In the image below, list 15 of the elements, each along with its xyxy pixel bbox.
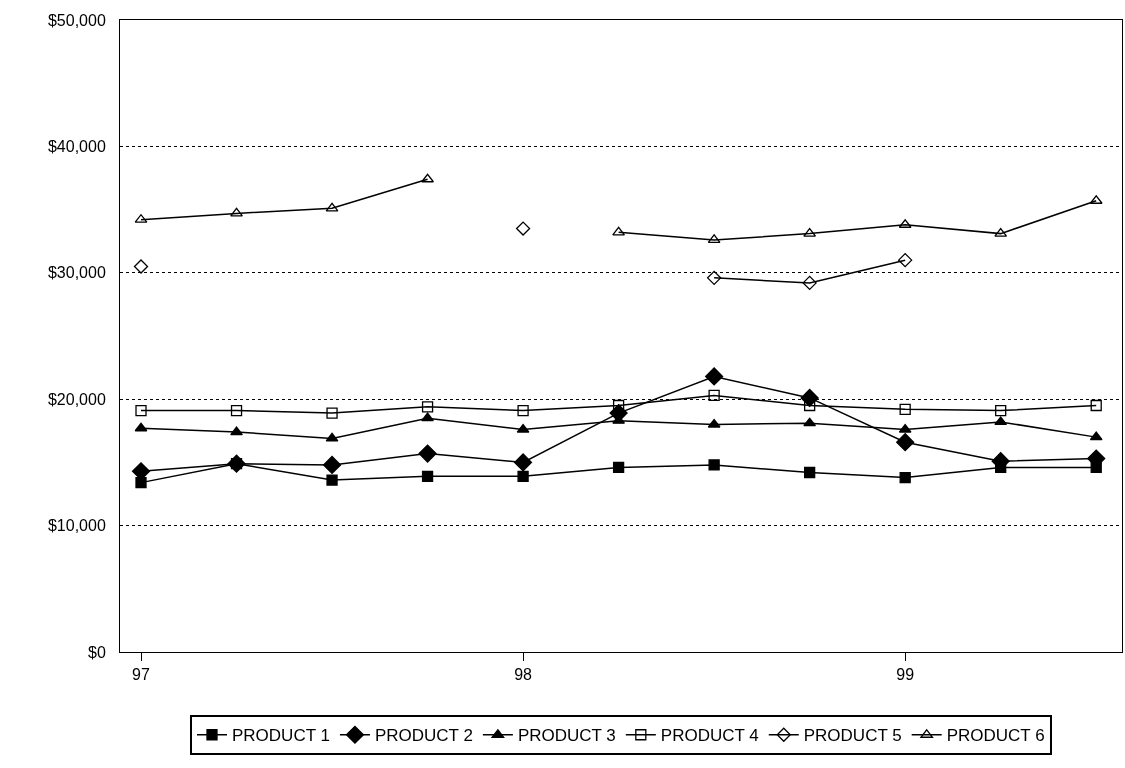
legend-label: PRODUCT 5 — [803, 726, 902, 746]
y-tick-label: $20,000 — [47, 390, 106, 408]
y-tick-label: $10,000 — [47, 517, 106, 535]
legend-label: PRODUCT 1 — [232, 726, 330, 746]
y-tick-label: $0 — [88, 643, 106, 661]
legend-label: PRODUCT 6 — [946, 726, 1045, 746]
x-tick-label: 98 — [514, 666, 533, 684]
y-tick-label: $40,000 — [47, 138, 106, 155]
x-tick-label: 99 — [896, 666, 915, 684]
legend-label: PRODUCT 3 — [517, 726, 616, 746]
x-tick-label: 97 — [132, 666, 151, 684]
y-tick-label: $30,000 — [47, 264, 106, 282]
legend-label: PRODUCT 4 — [660, 726, 759, 746]
y-tick-label: $50,000 — [47, 11, 106, 29]
legend-label: PRODUCT 2 — [374, 726, 473, 746]
